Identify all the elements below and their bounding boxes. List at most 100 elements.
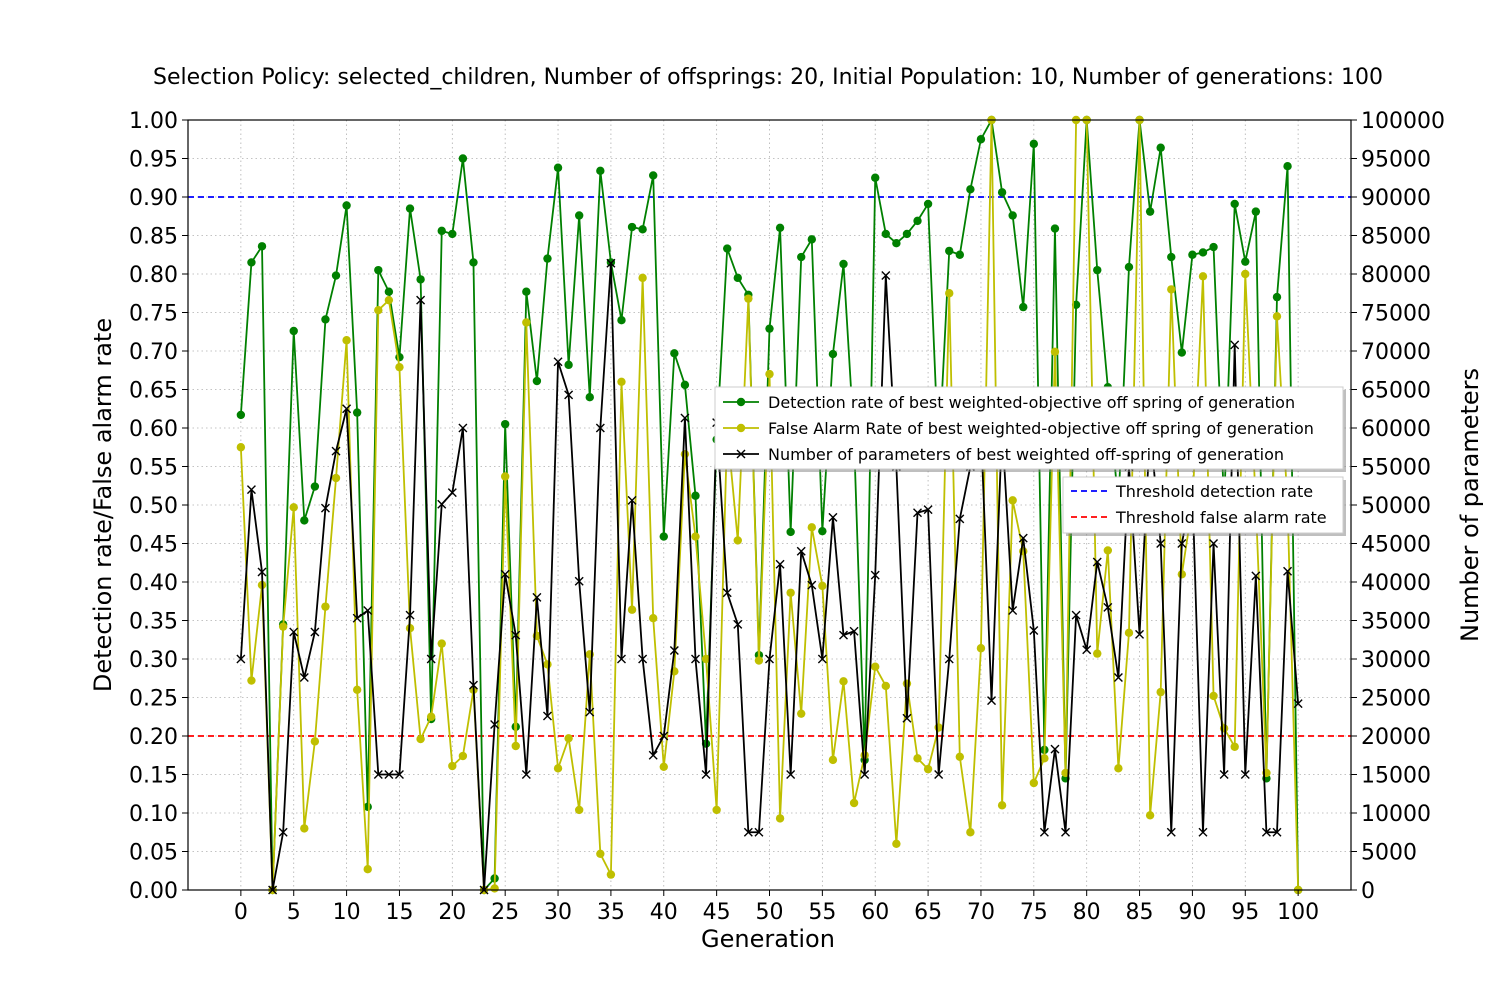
data-point [595,423,605,433]
data-point [659,532,668,541]
data-point [247,258,256,267]
data-point [723,244,732,253]
data-point [331,271,341,280]
x-tick-label: 65 [914,900,942,925]
data-point [1177,570,1187,579]
data-point [437,639,446,648]
data-point [807,523,816,532]
y-right-tick-label: 35000 [1361,610,1431,635]
y-right-tick-label: 30000 [1361,648,1431,673]
data-point [892,239,901,248]
data-point [881,681,890,691]
data-point [574,576,584,586]
data-point [997,188,1007,197]
data-point [765,369,774,379]
data-point [638,654,648,664]
data-point [342,336,351,345]
x-tick-label: 75 [1020,900,1048,925]
y-right-tick-label: 50000 [1361,494,1431,519]
data-point [289,503,298,512]
data-point [574,211,584,220]
data-point [733,619,743,629]
data-point [1251,571,1261,581]
data-point [786,588,795,597]
legend-entry: Threshold detection rate [1071,482,1313,501]
data-point [1230,340,1240,350]
x-tick-label: 25 [491,900,519,925]
legend-label: Detection rate of best weighted-objectiv… [768,393,1295,412]
data-point [1156,143,1165,152]
data-point [1029,626,1039,636]
data-point [733,536,742,545]
y-axis-right-label: Number of parameters [1456,368,1484,642]
data-point [553,163,563,172]
data-point [1029,139,1039,149]
data-point [1261,827,1271,837]
data-point [617,316,626,325]
legend-box [1062,476,1344,534]
data-point [976,135,986,144]
data-point [1071,610,1081,620]
data-point [807,580,817,590]
legend-entry: Number of parameters of best weighted of… [723,445,1284,464]
data-point [543,660,552,669]
data-point [765,324,774,333]
data-point [289,627,299,637]
data-point [775,814,785,823]
data-point [310,627,320,637]
data-point [649,613,658,623]
data-point [1283,566,1293,576]
data-point [458,423,468,433]
data-point [1050,224,1060,233]
data-point [236,443,246,452]
series-1 [236,115,1303,895]
data-point [1293,699,1303,709]
x-tick-label: 95 [1231,900,1259,925]
data-point [1167,285,1176,294]
y-tick-label: 0.95 [129,148,178,173]
y-tick-label: 0.40 [129,571,178,596]
data-point [1008,605,1018,615]
data-point [1008,211,1017,220]
data-point [448,229,457,239]
data-point [1209,242,1218,252]
data-point [1082,645,1092,655]
x-axis-label: Generation [701,925,835,953]
data-point [405,610,415,620]
y-right-tick-label: 10000 [1361,802,1431,827]
data-point [691,532,700,541]
data-point [1230,199,1239,209]
data-point [426,654,436,664]
data-point [395,362,404,372]
y-right-tick-label: 95000 [1361,148,1431,173]
data-point [236,410,246,420]
y-tick-label: 0.60 [129,417,178,442]
data-point [1156,539,1166,548]
data-point [670,349,679,358]
data-point [1198,272,1208,281]
data-point [1040,754,1049,763]
data-point [627,222,637,232]
data-point [1156,687,1165,697]
data-point [416,734,425,744]
data-point [405,204,415,213]
data-point [1230,742,1239,751]
data-point [797,252,806,262]
y-tick-label: 1.00 [129,109,178,134]
y-tick-label: 0.35 [129,610,178,635]
legend-thresholds: Threshold detection rate Threshold false … [1062,476,1346,536]
data-point [902,679,912,688]
legend-box [714,386,1344,470]
data-point [363,605,373,615]
data-point [320,503,330,513]
data-point [690,654,700,664]
y-right-tick-label: 85000 [1361,225,1431,250]
data-point [1198,827,1208,837]
data-point [659,762,668,771]
data-point [1018,533,1028,543]
data-point [1039,827,1049,837]
data-point [871,173,880,182]
data-point [733,273,742,283]
data-point [331,446,341,456]
